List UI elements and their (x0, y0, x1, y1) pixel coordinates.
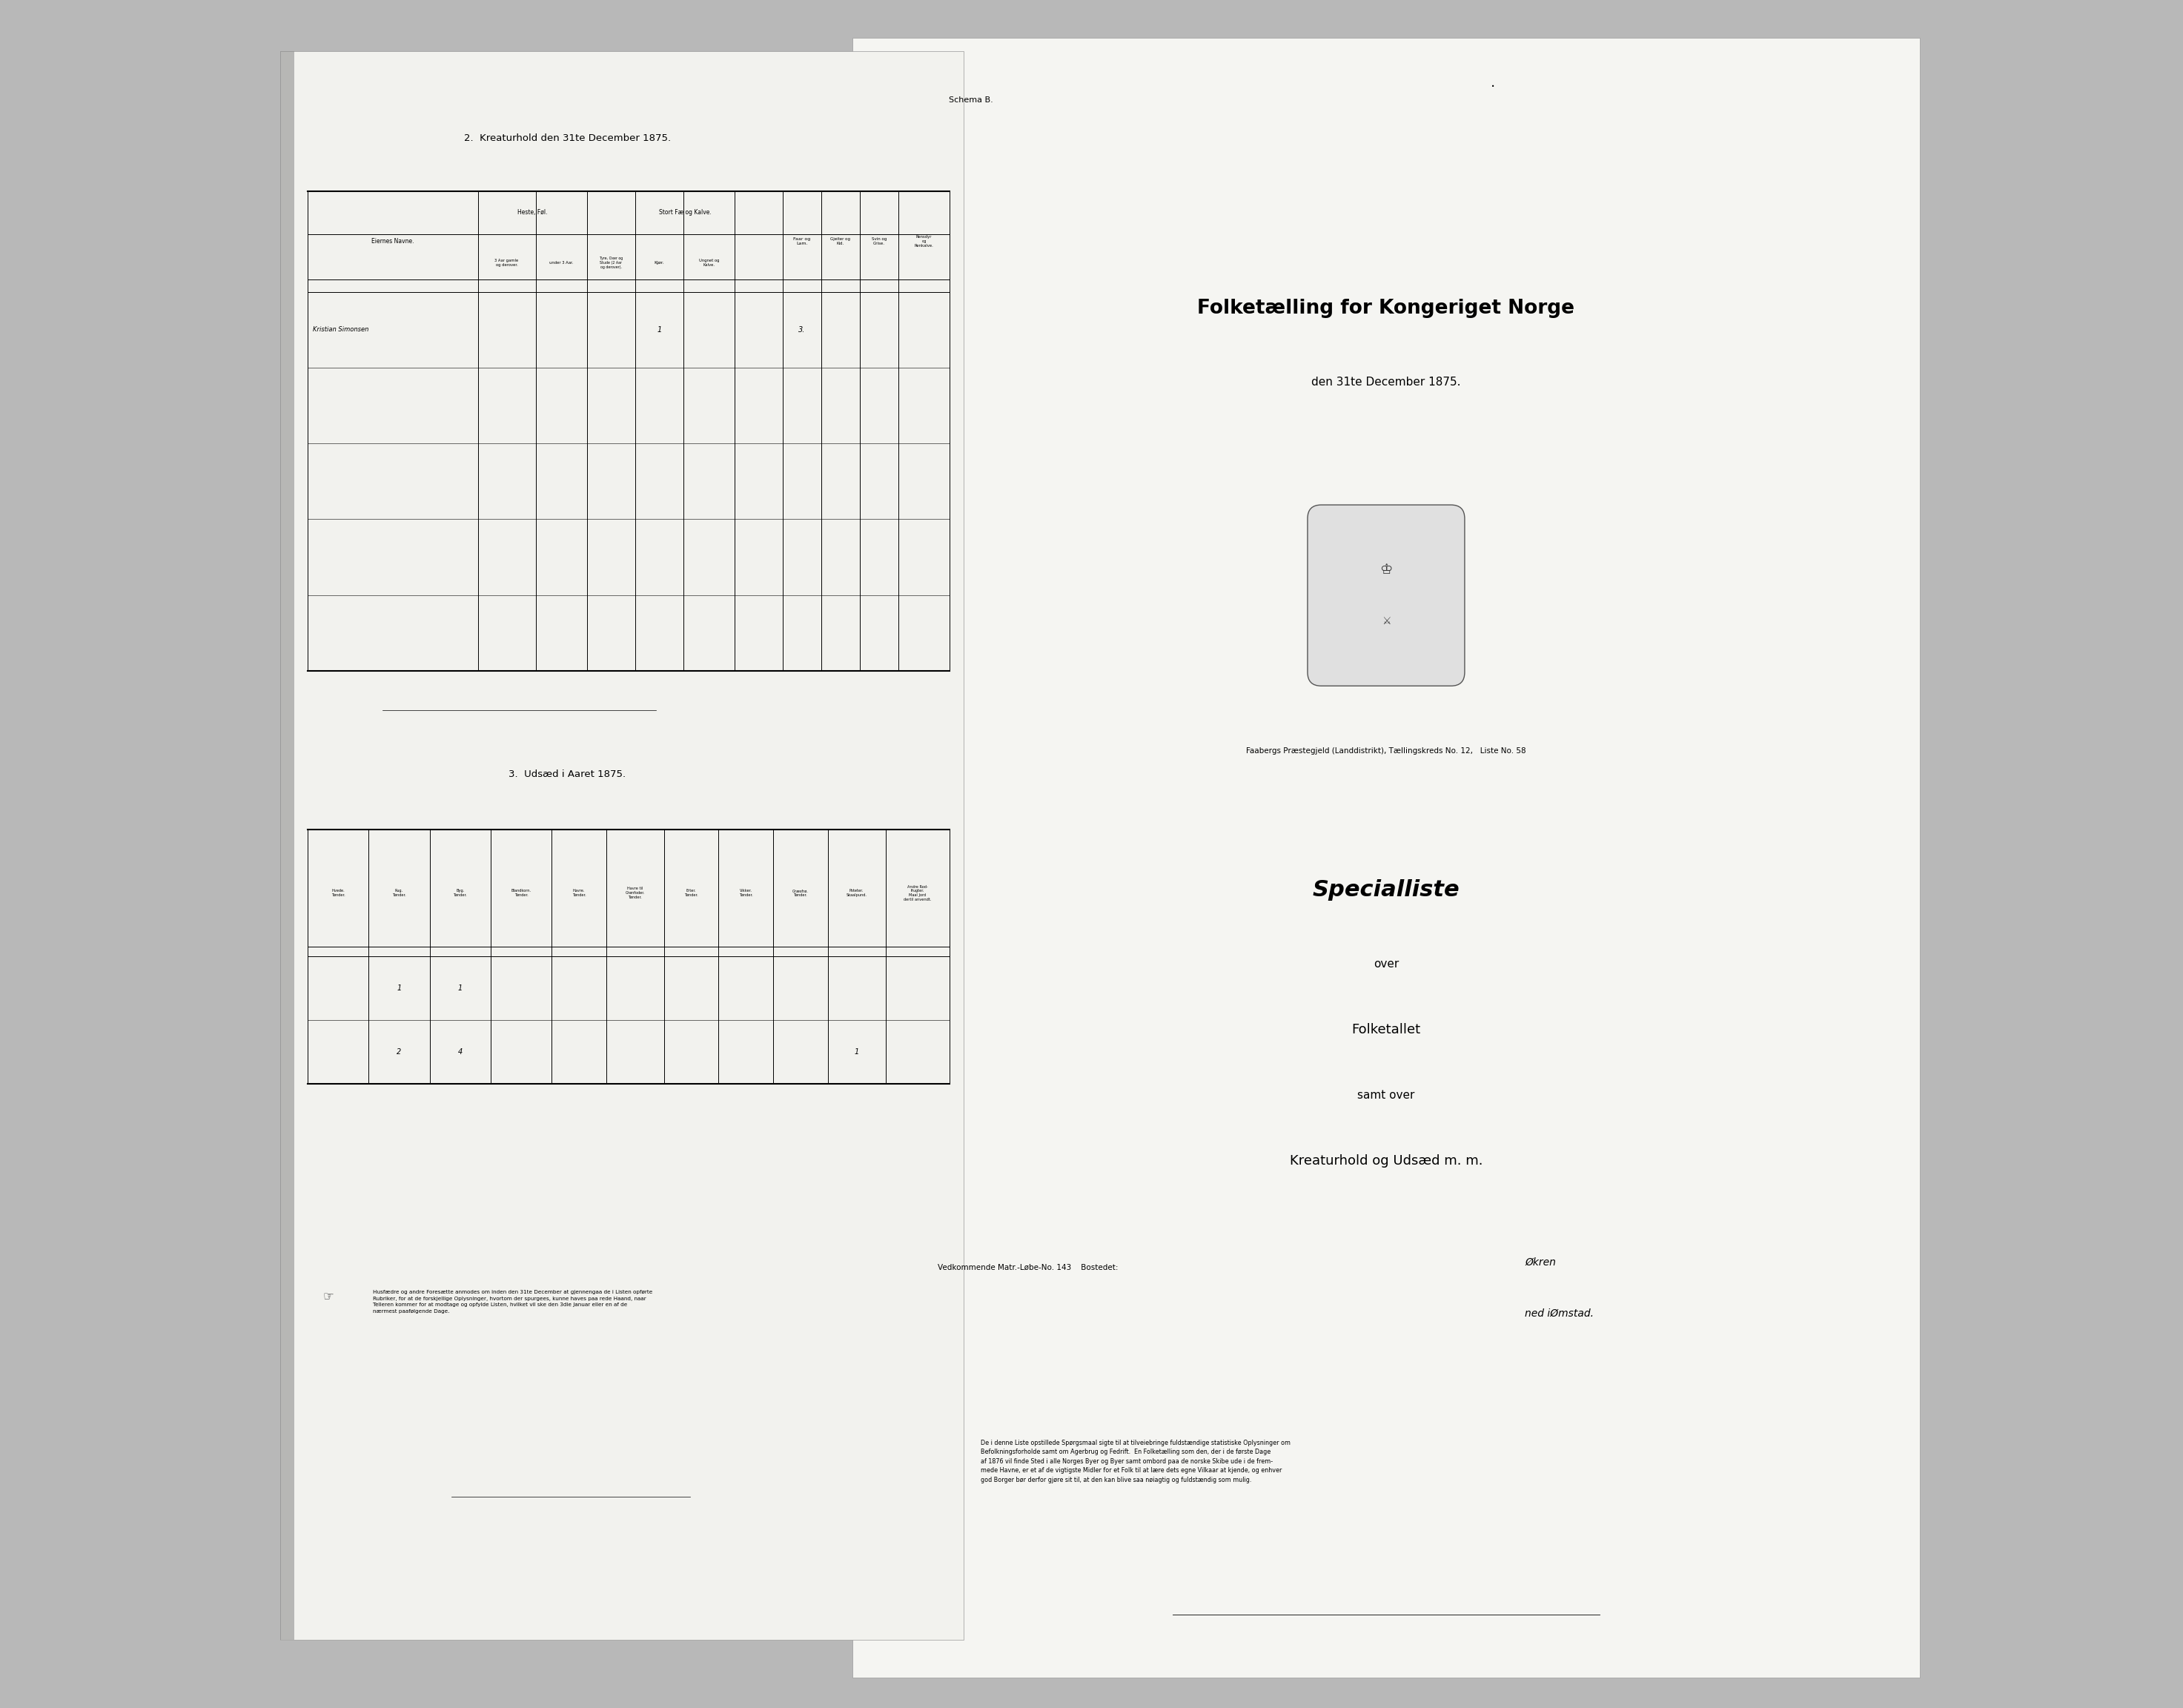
Text: Gjeiter og
Kid.: Gjeiter og Kid. (830, 237, 851, 246)
Text: 3.: 3. (799, 326, 806, 333)
Text: Rensdyr
og
Renkalve.: Rensdyr og Renkalve. (915, 236, 934, 248)
Text: Tyre, Oxer og
Stude (2 Aar
og derover).: Tyre, Oxer og Stude (2 Aar og derover). (600, 256, 622, 270)
Text: Erter.
Tønder.: Erter. Tønder. (683, 890, 699, 897)
Text: Faar og
Lam.: Faar og Lam. (792, 237, 810, 246)
Text: Specialliste: Specialliste (1312, 880, 1460, 900)
Text: 1: 1 (397, 986, 402, 992)
Text: Blandkorn.
Tønder.: Blandkorn. Tønder. (511, 890, 530, 897)
Text: Folketælling for Kongeriget Norge: Folketælling for Kongeriget Norge (1198, 299, 1574, 318)
Text: under 3 Aar.: under 3 Aar. (550, 261, 574, 265)
Text: Husfædre og andre Foresætte anmodes om inden den 31te December at gjennengaa de : Husfædre og andre Foresætte anmodes om i… (373, 1290, 653, 1313)
Text: Poteter.
Skaalpund.: Poteter. Skaalpund. (847, 890, 867, 897)
Text: Havre til
Grønfoder.
Tønder.: Havre til Grønfoder. Tønder. (624, 886, 644, 900)
Bar (279, 51, 963, 1640)
Text: 1: 1 (657, 326, 661, 333)
Text: over: over (1373, 958, 1399, 970)
Text: ned iØmstad.: ned iØmstad. (1526, 1308, 1594, 1319)
Text: Økren: Økren (1526, 1257, 1556, 1267)
Text: 3.  Udsæd i Aaret 1875.: 3. Udsæd i Aaret 1875. (509, 769, 627, 779)
Text: ⚔: ⚔ (1382, 617, 1391, 627)
Text: Hvede.
Tønder.: Hvede. Tønder. (332, 890, 345, 897)
Text: Ungnet og
Kalve.: Ungnet og Kalve. (699, 260, 718, 266)
Bar (279, 51, 295, 1640)
Text: den 31te December 1875.: den 31te December 1875. (1312, 376, 1460, 388)
Text: 3 Aar gamle
og derover.: 3 Aar gamle og derover. (496, 260, 520, 266)
Text: samt over: samt over (1358, 1090, 1415, 1100)
Text: 2: 2 (397, 1049, 402, 1056)
Text: Rug.
Tønder.: Rug. Tønder. (393, 890, 406, 897)
FancyBboxPatch shape (1308, 506, 1465, 687)
Text: Svin og
Grise.: Svin og Grise. (871, 237, 886, 246)
Text: 1: 1 (854, 1049, 858, 1056)
Text: Græsfrø.
Tønder.: Græsfrø. Tønder. (792, 890, 808, 897)
Bar (851, 38, 1919, 1677)
Text: De i denne Liste opstillede Spørgsmaal sigte til at tilveiebringe fuldstændige s: De i denne Liste opstillede Spørgsmaal s… (980, 1440, 1290, 1483)
Text: Kristian Simonsen: Kristian Simonsen (312, 326, 369, 333)
Text: 4: 4 (458, 1049, 463, 1056)
Text: Havre.
Tønder.: Havre. Tønder. (572, 890, 585, 897)
Text: 2.  Kreaturhold den 31te December 1875.: 2. Kreaturhold den 31te December 1875. (463, 133, 670, 143)
Text: Vikker.
Tønder.: Vikker. Tønder. (738, 890, 753, 897)
Text: Folketallet: Folketallet (1351, 1023, 1421, 1037)
Text: Andre Rod-
frugter.
Maal Jord
dertil anvendt.: Andre Rod- frugter. Maal Jord dertil anv… (904, 885, 932, 902)
Text: Faabergs Præstegjeld (Landdistrikt), Tællingskreds No. 12,   Liste No. 58: Faabergs Præstegjeld (Landdistrikt), Tæl… (1246, 746, 1526, 755)
Text: Eiernes Navne.: Eiernes Navne. (371, 237, 415, 244)
Text: Heste, Føl.: Heste, Føl. (517, 210, 548, 215)
Text: Stort Fæ og Kalve.: Stort Fæ og Kalve. (659, 210, 712, 215)
Text: Byg.
Tønder.: Byg. Tønder. (454, 890, 467, 897)
Text: ·: · (1491, 80, 1495, 94)
Text: Kreaturhold og Udsæd m. m.: Kreaturhold og Udsæd m. m. (1290, 1155, 1482, 1168)
Text: Vedkommende Matr.-Løbe-No. 143    Bostedet:: Vedkommende Matr.-Løbe-No. 143 Bostedet: (939, 1264, 1118, 1271)
Text: Kjør.: Kjør. (655, 261, 664, 265)
Text: ♔: ♔ (1380, 562, 1393, 577)
Text: ☞: ☞ (323, 1290, 334, 1303)
Text: 1: 1 (458, 986, 463, 992)
Text: Schema B.: Schema B. (947, 96, 993, 104)
